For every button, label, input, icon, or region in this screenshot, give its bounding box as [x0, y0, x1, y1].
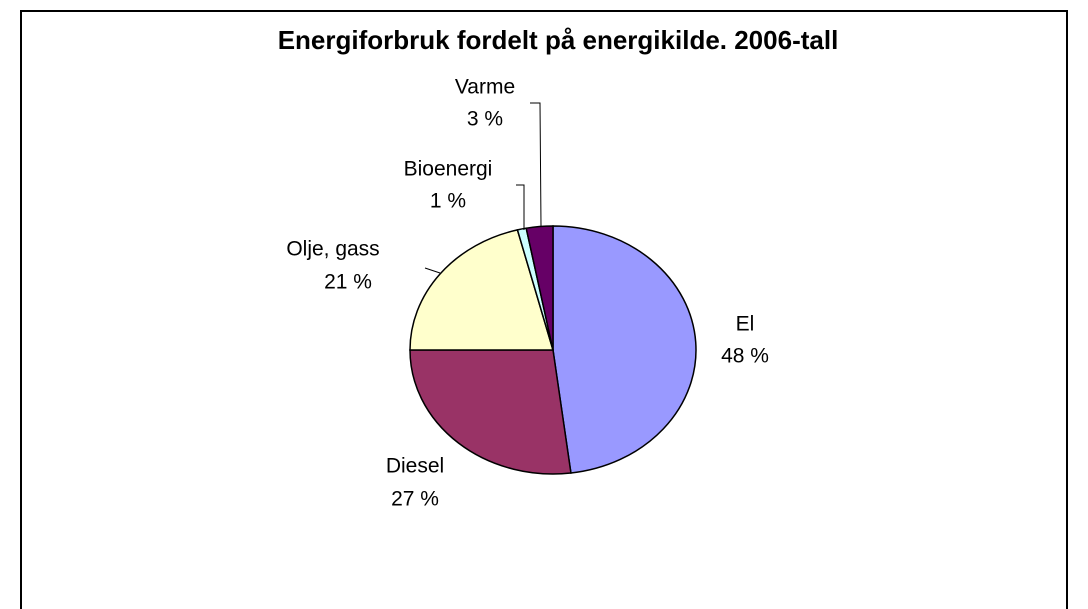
- slice-value-label: 27 %: [391, 488, 439, 511]
- leader-line: [516, 184, 525, 230]
- slice-value-label: 48 %: [721, 345, 769, 368]
- slice-value-label: 1 %: [430, 190, 466, 213]
- slice-value-label: 21 %: [324, 271, 372, 294]
- pie-slice: [409, 349, 572, 475]
- slice-label: Varme: [455, 76, 515, 99]
- pie-slice: [525, 225, 554, 351]
- leader-line: [424, 267, 441, 274]
- slice-label: Diesel: [386, 455, 444, 478]
- slice-label: Bioenergi: [404, 158, 493, 181]
- slice-label: El: [736, 313, 755, 336]
- slice-label: Olje, gass: [286, 238, 379, 261]
- leader-line: [530, 102, 542, 227]
- slice-value-label: 3 %: [467, 108, 503, 131]
- pie-slice: [552, 225, 697, 474]
- pie-slice: [409, 229, 555, 351]
- chart-title: Energiforbruk fordelt på energikilde. 20…: [278, 25, 839, 55]
